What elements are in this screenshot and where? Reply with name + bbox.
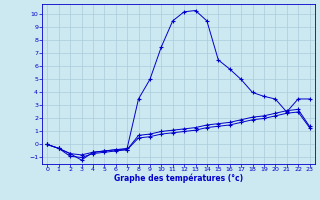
- X-axis label: Graphe des températures (°c): Graphe des températures (°c): [114, 174, 243, 183]
